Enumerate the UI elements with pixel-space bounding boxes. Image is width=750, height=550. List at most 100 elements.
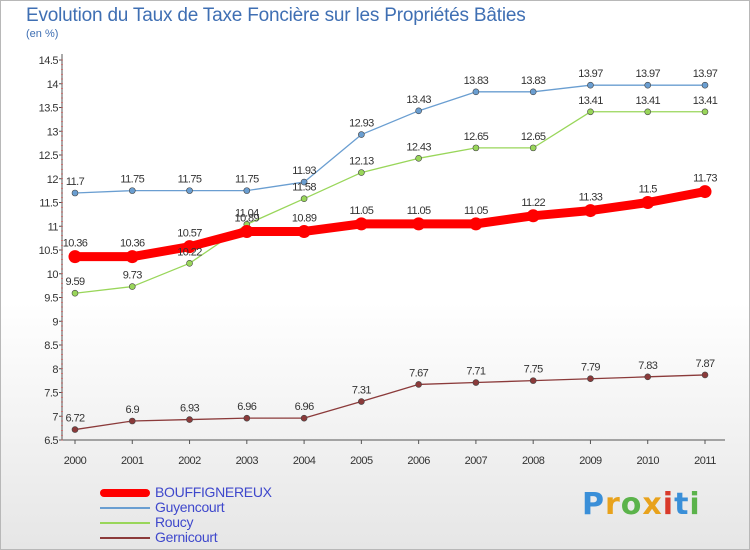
data-label: 12.65	[521, 131, 546, 143]
x-tick-label: 2004	[293, 455, 316, 467]
data-point	[186, 416, 193, 423]
y-tick-label: 13.5	[39, 103, 59, 115]
data-point	[186, 187, 193, 194]
data-label: 11.5	[639, 184, 658, 196]
data-point	[529, 88, 537, 96]
data-label: 13.97	[635, 68, 660, 80]
data-label: 11.58	[292, 182, 316, 194]
legend-label: Roucy	[155, 514, 194, 530]
data-point	[128, 417, 136, 425]
y-tick-label: 8	[52, 364, 58, 376]
legend-swatch	[100, 522, 150, 524]
data-point	[415, 107, 422, 115]
data-point	[71, 426, 79, 433]
data-point	[240, 224, 254, 238]
data-label: 6.93	[180, 403, 199, 415]
series-line-gernicourt	[74, 374, 706, 431]
y-tick-label: 14	[47, 79, 59, 91]
data-point	[128, 283, 136, 290]
chart-title: Evolution du Taux de Taxe Foncière sur l…	[26, 5, 526, 26]
chart-subtitle: (en %)	[26, 28, 59, 40]
y-tick-label: 10.5	[39, 245, 59, 257]
data-label: 13.83	[521, 75, 546, 87]
data-label: 12.13	[349, 156, 374, 168]
data-point	[412, 217, 426, 231]
y-tick-label: 12.5	[39, 150, 59, 162]
data-label: 13.83	[464, 75, 489, 87]
data-label: 13.97	[578, 68, 603, 80]
proxiti-logo: Proxiti	[582, 487, 701, 522]
data-label: 11.33	[579, 192, 603, 204]
y-tick-label: 11.5	[39, 198, 58, 210]
data-point	[243, 187, 251, 194]
x-tick-label: 2006	[407, 455, 430, 467]
data-point	[701, 371, 709, 379]
data-point	[644, 108, 652, 116]
y-tick-label: 7	[52, 411, 58, 423]
data-point	[529, 144, 537, 152]
data-label: 13.43	[406, 94, 431, 106]
y-tick-label: 9	[52, 316, 58, 328]
data-label: 10.89	[292, 212, 317, 224]
data-label: 7.79	[581, 362, 600, 374]
data-point	[587, 81, 594, 89]
data-label: 10.22	[177, 246, 202, 258]
data-label: 13.41	[693, 95, 718, 107]
data-point	[529, 377, 537, 384]
y-tick-label: 10	[47, 269, 59, 281]
data-label: 11.7	[66, 176, 85, 188]
x-tick-label: 2001	[121, 455, 144, 467]
data-point	[71, 289, 79, 297]
data-label: 11.05	[350, 205, 374, 217]
data-point	[472, 144, 480, 152]
data-label: 11.75	[235, 174, 259, 186]
y-tick-label: 8.5	[44, 340, 58, 352]
y-tick-label: 11	[48, 221, 59, 233]
data-point	[644, 373, 652, 381]
data-point	[587, 108, 594, 116]
data-point	[469, 217, 483, 231]
legend-swatch	[100, 489, 150, 497]
data-point	[641, 196, 655, 209]
data-label: 6.96	[237, 401, 256, 413]
x-tick-label: 2007	[465, 455, 488, 467]
legend-swatch	[100, 537, 150, 539]
data-label: 10.89	[235, 212, 260, 224]
data-label: 6.72	[65, 413, 84, 425]
data-point	[526, 209, 540, 223]
data-label: 13.41	[578, 95, 603, 107]
data-point	[358, 398, 365, 405]
data-point	[71, 189, 79, 197]
data-point	[243, 414, 251, 422]
legend-swatch	[100, 507, 150, 509]
data-label: 10.36	[63, 238, 88, 250]
data-point	[701, 81, 709, 89]
data-point	[128, 187, 136, 194]
data-point	[587, 375, 594, 383]
data-label: 11.75	[120, 174, 144, 186]
data-label: 11.22	[521, 197, 545, 209]
data-point	[472, 88, 480, 96]
x-tick-label: 2011	[694, 455, 716, 467]
y-tick-label: 7.5	[44, 388, 58, 400]
y-tick-label: 14.5	[39, 55, 59, 67]
x-tick-label: 2000	[64, 455, 87, 467]
data-label: 11.73	[693, 173, 717, 185]
data-point	[297, 224, 311, 238]
data-point	[472, 379, 480, 386]
data-point	[300, 414, 308, 422]
data-label: 6.9	[126, 404, 140, 416]
data-point	[125, 250, 139, 264]
data-label: 7.87	[695, 358, 714, 370]
data-point	[300, 195, 308, 202]
data-label: 6.96	[295, 401, 314, 413]
data-label: 11.93	[292, 165, 316, 177]
data-point	[415, 381, 422, 388]
data-label: 9.59	[65, 276, 84, 288]
y-tick-label: 13	[47, 126, 59, 138]
data-point	[186, 259, 193, 267]
data-label: 10.36	[120, 238, 145, 250]
data-point	[583, 204, 597, 218]
series-line-roucy	[74, 111, 706, 294]
